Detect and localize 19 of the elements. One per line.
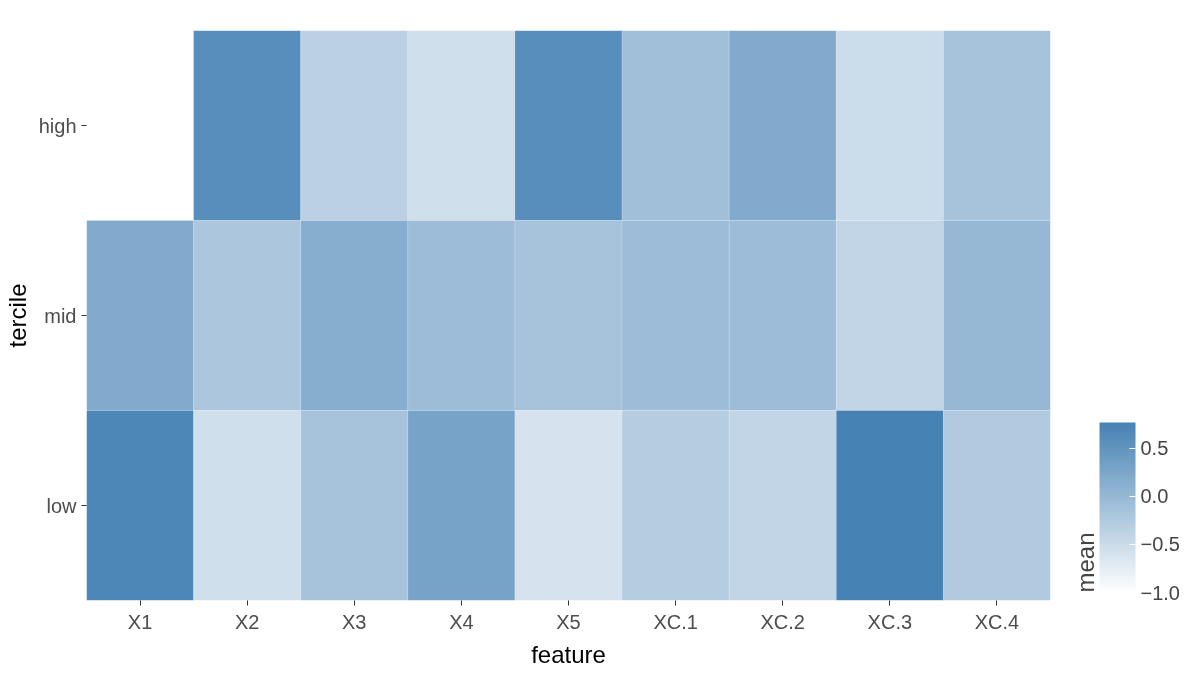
x-tick-label: X3 bbox=[342, 610, 367, 633]
x-tick-label: XC.4 bbox=[974, 610, 1020, 633]
y-tick-label: high bbox=[38, 114, 77, 137]
x-tick-label: X1 bbox=[127, 610, 153, 633]
color-bar-label: −0.5 bbox=[1140, 533, 1180, 556]
color-bar-label: 0.5 bbox=[1140, 437, 1169, 460]
color-bar-label: −1.0 bbox=[1140, 581, 1180, 604]
y-axis-title: tercile bbox=[3, 283, 31, 348]
color-bar-title: mean bbox=[1071, 532, 1099, 593]
x-tick-label: X4 bbox=[449, 610, 474, 633]
x-tick-label: XC.3 bbox=[867, 610, 913, 633]
x-tick-label: XC.2 bbox=[760, 610, 805, 633]
color-bar-label: 0.0 bbox=[1140, 485, 1169, 508]
x-tick-label: X2 bbox=[234, 610, 260, 633]
y-tick-label: mid bbox=[44, 304, 77, 327]
x-axis-title: feature bbox=[531, 640, 606, 668]
y-tick-label: low bbox=[46, 494, 78, 517]
x-tick-label: X5 bbox=[556, 610, 581, 633]
x-tick-label: XC.1 bbox=[653, 610, 698, 633]
